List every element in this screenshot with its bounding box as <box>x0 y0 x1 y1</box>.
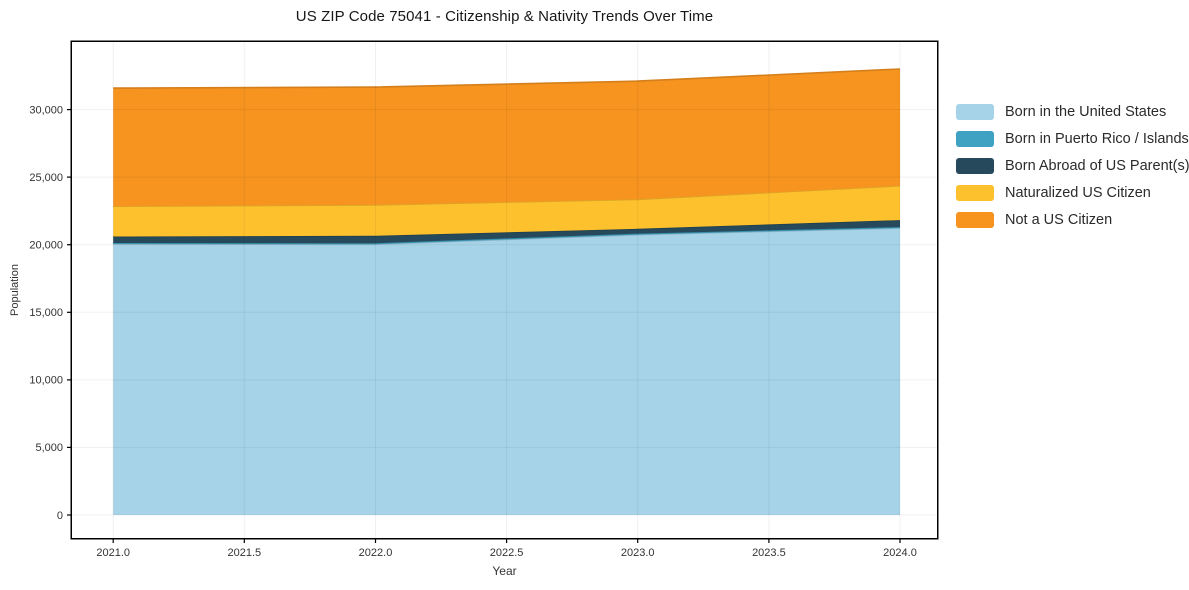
legend-label: Naturalized US Citizen <box>1005 185 1151 201</box>
legend-item-not-a-us-citizen[interactable]: Not a US Citizen <box>956 212 1189 228</box>
x-tick-label: 2023.0 <box>621 547 655 559</box>
area-not-a-us-citizen <box>113 69 900 207</box>
legend-swatch-icon <box>956 185 994 201</box>
legend-label: Born in the United States <box>1005 104 1167 120</box>
legend-label: Born Abroad of US Parent(s) <box>1005 158 1189 174</box>
legend: Born in the United States Born in Puerto … <box>956 104 1189 228</box>
legend-label: Born in Puerto Rico / Islands <box>1005 131 1189 147</box>
edge-not-a-us-citizen <box>113 68 901 89</box>
y-tick-label: 20,000 <box>29 240 63 252</box>
area-born-in-the-united-states <box>113 228 900 515</box>
legend-swatch-icon <box>956 158 994 174</box>
x-tick-label: 2021.0 <box>96 547 130 559</box>
legend-item-born-abroad-of-us-parent-s[interactable]: Born Abroad of US Parent(s) <box>956 158 1189 174</box>
legend-item-born-in-puerto-rico-islands[interactable]: Born in Puerto Rico / Islands <box>956 131 1189 147</box>
area-naturalized-us-citizen <box>113 185 900 237</box>
y-tick-label: 5,000 <box>35 442 63 454</box>
legend-item-naturalized-us-citizen[interactable]: Naturalized US Citizen <box>956 185 1189 201</box>
chart-title: US ZIP Code 75041 - Citizenship & Nativi… <box>295 8 714 25</box>
y-tick-label: 0 <box>57 510 63 522</box>
x-tick-label: 2022.0 <box>359 547 393 559</box>
y-tick-label: 25,000 <box>29 172 63 184</box>
legend-label: Not a US Citizen <box>1005 212 1113 228</box>
x-tick-label: 2023.5 <box>752 547 786 559</box>
axes-spines <box>70 40 939 540</box>
x-tick-label: 2022.5 <box>490 547 524 559</box>
grid-lines <box>72 42 937 538</box>
x-tick-label: 2024.0 <box>883 547 917 559</box>
legend-item-born-in-the-united-states[interactable]: Born in the United States <box>956 104 1189 120</box>
legend-swatch-icon <box>956 131 994 147</box>
y-tick-label: 10,000 <box>29 375 63 387</box>
x-axis-label: Year <box>492 564 517 578</box>
legend-swatch-icon <box>956 104 994 120</box>
y-axis-label: Population <box>9 264 21 316</box>
legend-swatch-icon <box>956 212 994 228</box>
y-tick-label: 30,000 <box>29 104 63 116</box>
x-tick-label: 2021.5 <box>227 547 261 559</box>
y-tick-label: 15,000 <box>29 307 63 319</box>
area-born-abroad-of-us-parent-s <box>113 220 900 244</box>
axis-ticks: 0 5,000 10,000 15,000 20,000 25,000 30,000 2021… <box>29 104 916 559</box>
